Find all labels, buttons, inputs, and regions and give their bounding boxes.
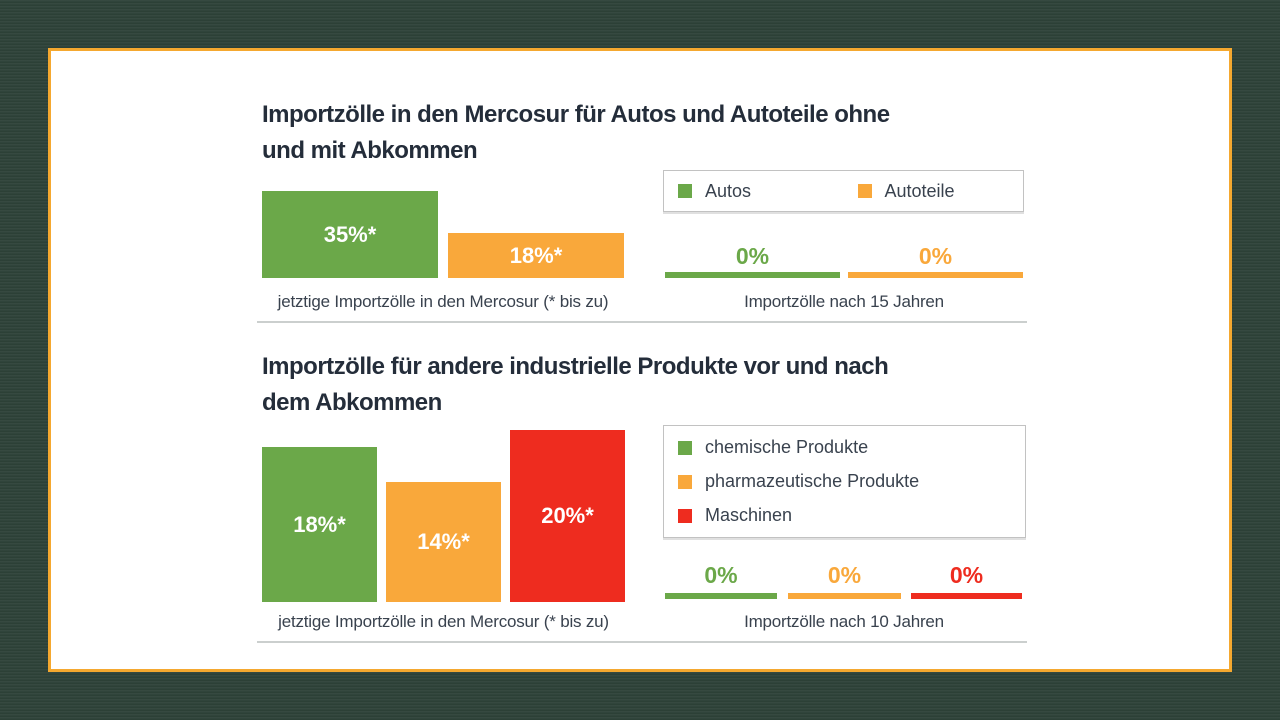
chart2-caption-before: jetztige Importzölle in den Mercosur (* … bbox=[278, 612, 609, 631]
autos-swatch-icon bbox=[678, 184, 692, 198]
legend-maschinen-label: Maschinen bbox=[705, 505, 793, 525]
bar-autos-value-label: 35%* bbox=[323, 221, 377, 247]
chart1-title-line1: Importzölle in den Mercosur für Autos un… bbox=[262, 101, 890, 128]
zero-line-maschinen bbox=[911, 593, 1022, 599]
chart1-caption-after: Importzölle nach 15 Jahren bbox=[744, 292, 944, 311]
bar-pharmazeutische-before: 14%* bbox=[386, 482, 501, 602]
chart2-title-line2: dem Abkommen bbox=[262, 389, 442, 416]
legend-item-autoteile: Autoteile bbox=[844, 181, 1024, 202]
zero-label-autos: 0% bbox=[735, 243, 770, 269]
pharmazeutische-swatch-icon bbox=[678, 474, 692, 489]
legend-chemische-label: chemische Produkte bbox=[705, 437, 869, 457]
legend-item-autos: Autos bbox=[664, 181, 844, 202]
bar-autoteile-value-label: 18%* bbox=[509, 242, 563, 268]
bar-maschinen-value-label: 20%* bbox=[541, 503, 594, 528]
maschinen-swatch-icon bbox=[678, 508, 692, 523]
chart2-title-line1: Importzölle für andere industrielle Prod… bbox=[262, 353, 889, 380]
bar-chemische-before: 18%* bbox=[262, 447, 377, 602]
chart2-bars: 18%* 14%* 20%* bbox=[262, 427, 625, 602]
chart2-title: Importzölle für andere industrielle Prod… bbox=[262, 349, 889, 421]
legend-item-chemische: chemische Produkte bbox=[678, 437, 1025, 458]
section-divider bbox=[257, 641, 1027, 643]
chart2-caption-after: Importzölle nach 10 Jahren bbox=[744, 612, 944, 631]
zero-line-autoteile bbox=[848, 272, 1023, 278]
zero-label-maschinen: 0% bbox=[949, 562, 984, 588]
zero-line-chemische bbox=[665, 593, 777, 599]
chart1-bars: 35%* 18%* bbox=[262, 191, 624, 278]
bar-autos-before: 35%* bbox=[262, 191, 438, 278]
legend-autos-label: Autos bbox=[705, 180, 752, 201]
zero-label-autoteile: 0% bbox=[918, 243, 953, 269]
chart2-legend: chemische Produkte pharmazeutische Produ… bbox=[663, 425, 1026, 538]
legend-item-maschinen: Maschinen bbox=[678, 505, 1025, 526]
legend-pharmazeutische-label: pharmazeutische Produkte bbox=[705, 471, 920, 491]
bar-autoteile-before: 18%* bbox=[448, 233, 624, 278]
zero-label-chemische: 0% bbox=[704, 562, 738, 588]
infographic-card: Importzölle in den Mercosur für Autos un… bbox=[48, 48, 1232, 672]
bar-chemische-value-label: 18%* bbox=[293, 511, 346, 537]
zero-line-pharmazeutische bbox=[788, 593, 901, 599]
legend-item-pharmazeutische: pharmazeutische Produkte bbox=[678, 471, 1025, 492]
chart1-caption-before: jetztige Importzölle in den Mercosur (* … bbox=[277, 292, 609, 311]
zero-label-pharmazeutische: 0% bbox=[827, 562, 862, 588]
autoteile-swatch-icon bbox=[857, 184, 872, 198]
bar-maschinen-before: 20%* bbox=[510, 430, 625, 602]
chart1-title-line2: und mit Abkommen bbox=[262, 137, 478, 164]
chemische-swatch-icon bbox=[678, 440, 692, 455]
legend-autoteile-label: Autoteile bbox=[884, 180, 955, 201]
chart1-title: Importzölle in den Mercosur für Autos un… bbox=[262, 97, 890, 169]
section-divider bbox=[257, 321, 1027, 323]
bar-pharmazeutische-value-label: 14%* bbox=[417, 529, 470, 554]
zero-line-autos bbox=[665, 272, 840, 278]
chart1-legend: Autos Autoteile bbox=[663, 170, 1024, 212]
